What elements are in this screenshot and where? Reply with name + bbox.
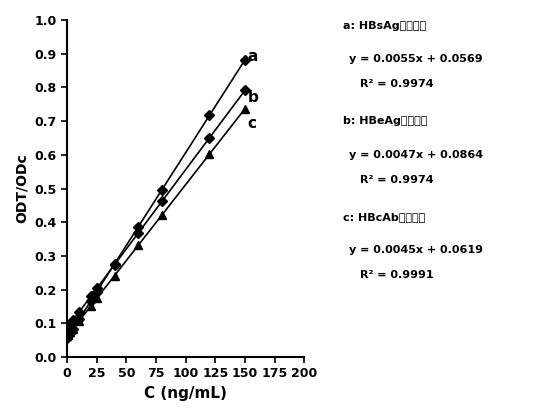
Text: y = 0.0055x + 0.0569: y = 0.0055x + 0.0569: [349, 54, 483, 64]
X-axis label: C (ng/mL): C (ng/mL): [144, 386, 227, 401]
Text: c: HBcAb标准曲线: c: HBcAb标准曲线: [343, 212, 425, 222]
Text: y = 0.0047x + 0.0864: y = 0.0047x + 0.0864: [349, 150, 483, 160]
Text: a: a: [248, 49, 258, 64]
Text: c: c: [248, 116, 257, 131]
Text: R² = 0.9974: R² = 0.9974: [360, 175, 434, 185]
Y-axis label: ODT/ODc: ODT/ODc: [15, 154, 29, 223]
Text: R² = 0.9974: R² = 0.9974: [360, 79, 434, 89]
Text: b: HBeAg标准曲线: b: HBeAg标准曲线: [343, 116, 428, 126]
Text: a: HBsAg标准曲线: a: HBsAg标准曲线: [343, 21, 427, 31]
Text: b: b: [248, 89, 258, 104]
Text: y = 0.0045x + 0.0619: y = 0.0045x + 0.0619: [349, 245, 483, 255]
Text: R² = 0.9991: R² = 0.9991: [360, 270, 434, 280]
